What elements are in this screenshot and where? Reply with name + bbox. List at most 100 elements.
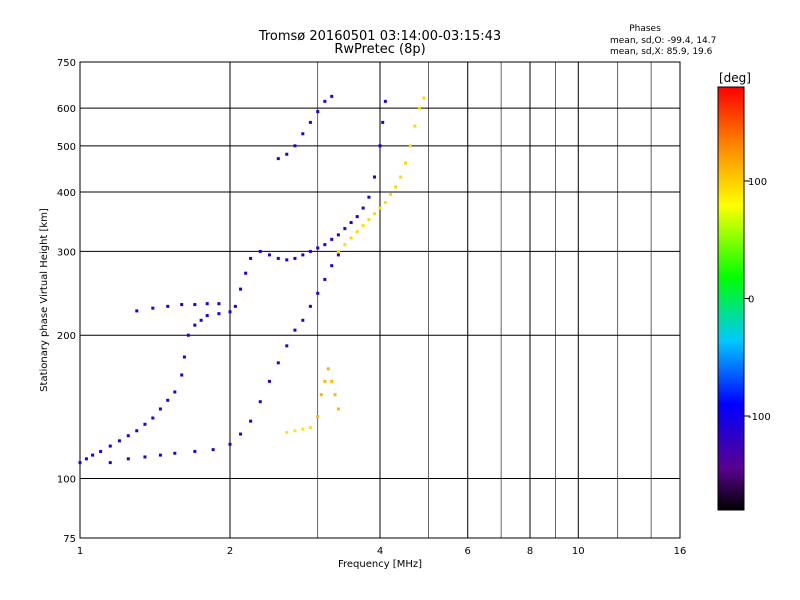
trace-point xyxy=(330,379,334,383)
trace-point xyxy=(336,233,340,237)
colorbar xyxy=(717,86,745,511)
trace-point xyxy=(316,291,320,295)
trace-point xyxy=(199,318,203,322)
trace-point xyxy=(99,449,103,453)
trace-point xyxy=(276,157,280,161)
trace-point xyxy=(349,236,353,240)
trace-point xyxy=(249,419,253,423)
y-axis-label: Stationary phase Virtual Height [km] xyxy=(39,208,50,392)
chart-title: Tromsø 20160501 03:14:00-03:15:43 xyxy=(258,29,501,44)
x-tick-label: 10 xyxy=(572,546,585,557)
data-points xyxy=(78,94,426,465)
trace-point xyxy=(233,304,237,308)
trace-point xyxy=(378,206,382,210)
trace-point xyxy=(258,249,262,253)
trace-point xyxy=(381,120,385,124)
trace-point xyxy=(301,253,305,257)
trace-point xyxy=(383,99,387,103)
colorbar-label: [deg] xyxy=(719,71,751,85)
trace-point xyxy=(308,304,312,308)
trace-point xyxy=(323,99,327,103)
trace-point xyxy=(180,373,184,377)
trace-point xyxy=(276,361,280,365)
trace-point xyxy=(186,333,190,337)
trace-point xyxy=(333,393,337,397)
x-axis: 1 2 4 6 8 10 16 xyxy=(77,546,687,557)
grid-lines xyxy=(80,62,680,538)
trace-point xyxy=(308,249,312,253)
colorbar-ticks: 100 0 -100 xyxy=(744,177,771,423)
trace-point xyxy=(78,461,82,465)
stats-line-o: mean, sd,O: -99.4, 14.7 xyxy=(610,36,716,46)
x-tick-label: 4 xyxy=(377,546,383,557)
trace-point xyxy=(108,444,112,448)
trace-point xyxy=(135,429,139,433)
trace-point xyxy=(367,218,371,222)
trace-point xyxy=(343,227,347,231)
trace-point xyxy=(301,132,305,136)
trace-point xyxy=(193,323,197,327)
trace-point xyxy=(343,243,347,247)
trace-point xyxy=(336,407,340,411)
trace-point xyxy=(417,106,421,110)
colorbar-tick-label: 100 xyxy=(748,177,767,188)
trace-point xyxy=(151,306,155,310)
trace-point xyxy=(316,414,320,418)
trace-point xyxy=(367,195,371,199)
trace-point xyxy=(349,221,353,225)
y-tick-label: 100 xyxy=(57,475,76,486)
trace-point xyxy=(336,249,340,253)
trace-point xyxy=(173,451,177,455)
trace-point xyxy=(394,185,398,189)
trace-point xyxy=(193,449,197,453)
trace-point xyxy=(316,246,320,250)
trace-point xyxy=(151,416,155,420)
trace-point xyxy=(267,253,271,257)
trace-point xyxy=(217,312,221,316)
trace-point xyxy=(158,453,162,457)
trace-point xyxy=(84,457,88,461)
trace-point xyxy=(316,110,320,114)
trace-point xyxy=(228,310,232,314)
y-tick-label: 400 xyxy=(57,188,76,199)
trace-point xyxy=(239,432,243,436)
trace-point xyxy=(135,309,139,313)
trace-point xyxy=(228,442,232,446)
trace-point xyxy=(143,422,147,426)
trace-point xyxy=(173,390,177,394)
trace-point xyxy=(205,314,209,318)
trace-point xyxy=(373,175,377,179)
trace-point xyxy=(285,152,289,156)
trace-point xyxy=(330,264,334,268)
x-tick-label: 8 xyxy=(527,546,533,557)
x-tick-label: 2 xyxy=(227,546,233,557)
x-tick-label: 1 xyxy=(77,546,83,557)
trace-point xyxy=(166,398,170,402)
trace-point xyxy=(336,253,340,257)
trace-point xyxy=(326,367,330,371)
trace-point xyxy=(205,302,209,306)
trace-point xyxy=(182,355,186,359)
trace-point xyxy=(193,303,197,307)
trace-point xyxy=(158,407,162,411)
trace-point xyxy=(143,455,147,459)
trace-point xyxy=(267,379,271,383)
trace-point xyxy=(319,393,323,397)
trace-point xyxy=(293,144,297,148)
trace-point xyxy=(301,318,305,322)
trace-point xyxy=(249,256,253,260)
trace-point xyxy=(373,212,377,216)
trace-point xyxy=(293,256,297,260)
trace-point xyxy=(126,457,130,461)
trace-point xyxy=(126,434,130,438)
y-tick-label: 200 xyxy=(57,331,76,342)
trace-point xyxy=(323,243,327,247)
trace-point xyxy=(293,429,297,433)
stats-line-x: mean, sd,X: 85.9, 19.6 xyxy=(610,47,713,57)
trace-point xyxy=(285,430,289,434)
trace-point xyxy=(308,120,312,124)
trace-point xyxy=(117,439,121,443)
trace-point xyxy=(285,258,289,262)
trace-point xyxy=(239,287,243,291)
x-tick-label: 6 xyxy=(465,546,471,557)
